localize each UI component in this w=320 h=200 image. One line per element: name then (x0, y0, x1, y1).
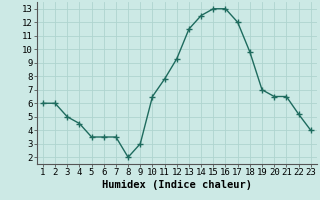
X-axis label: Humidex (Indice chaleur): Humidex (Indice chaleur) (102, 180, 252, 190)
